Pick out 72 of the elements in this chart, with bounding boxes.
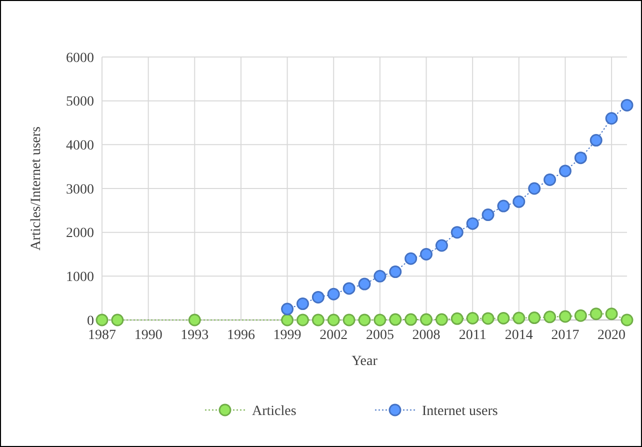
point (389, 266, 402, 278)
point (342, 282, 356, 295)
point (188, 314, 201, 326)
point (296, 298, 309, 310)
point (574, 152, 587, 164)
y-tick-label: 6000 (66, 50, 94, 66)
point (558, 310, 572, 323)
x-tick-label: 1990 (134, 328, 162, 343)
point (605, 308, 618, 320)
legend-label: Internet users (422, 404, 498, 419)
point (281, 314, 294, 326)
point (528, 182, 541, 195)
point (358, 278, 371, 290)
point (327, 314, 340, 326)
x-tick-label: 1993 (180, 328, 209, 343)
point (466, 312, 479, 324)
y-tick-label: 3000 (66, 182, 94, 198)
x-tick-label: 2011 (458, 328, 486, 343)
point (374, 314, 386, 326)
point (404, 252, 418, 265)
y-tick-label: 2000 (66, 226, 94, 242)
point (342, 314, 356, 326)
point (558, 164, 572, 178)
y-tick-label: 1000 (66, 270, 94, 286)
y-axis-title: Articles/Internet users (29, 126, 44, 251)
point (512, 312, 526, 324)
point (512, 195, 526, 208)
point (374, 270, 386, 282)
x-tick-label: 2002 (320, 328, 348, 343)
point (327, 288, 340, 300)
point (420, 313, 433, 326)
point (544, 310, 556, 324)
point (389, 313, 402, 326)
x-tick-label: 2008 (412, 328, 440, 343)
point (420, 248, 433, 260)
x-axis-title: Year (352, 354, 378, 369)
point (497, 200, 510, 212)
point (435, 239, 448, 252)
point (590, 134, 602, 147)
x-tick-label: 2005 (366, 328, 394, 343)
point (528, 312, 541, 324)
point (620, 98, 634, 112)
y-tick-label: 0 (87, 314, 94, 329)
point (605, 112, 618, 125)
x-tick-label: 2017 (551, 328, 580, 343)
y-tick-label: 4000 (66, 138, 94, 154)
point (482, 312, 494, 325)
x-tick-label: 1996 (226, 328, 255, 343)
point (497, 312, 510, 324)
point (620, 314, 634, 326)
legend-label: Articles (252, 404, 296, 419)
x-tick-label: 1999 (273, 328, 302, 343)
point (312, 290, 324, 304)
point (358, 314, 371, 326)
point (466, 217, 479, 230)
point (450, 312, 464, 325)
point (296, 314, 309, 326)
point (111, 314, 124, 326)
point (450, 226, 464, 239)
x-tick-label: 2020 (598, 328, 626, 343)
point (312, 314, 324, 326)
point (590, 308, 602, 320)
point (281, 302, 294, 316)
y-tick-label: 5000 (66, 94, 94, 110)
point (404, 313, 418, 326)
point (96, 314, 108, 326)
point (574, 309, 587, 322)
point (435, 313, 448, 326)
x-tick-label: 1987 (88, 328, 116, 343)
point (482, 208, 494, 222)
x-tick-label: 2014 (504, 328, 533, 343)
point (544, 173, 556, 186)
